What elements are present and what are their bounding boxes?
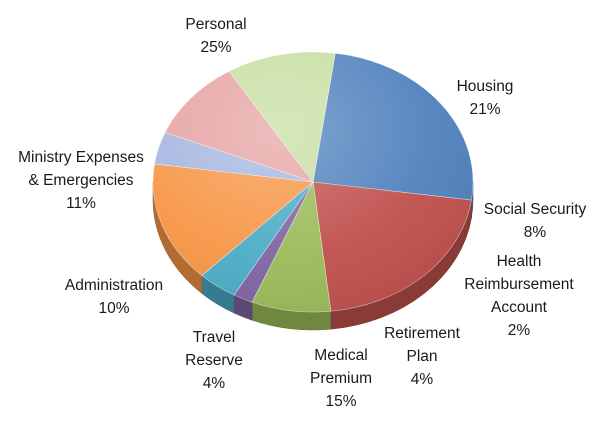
slice-name: Personal [185, 16, 246, 33]
slice-label-8: Ministry Expenses & Emergencies 11% [18, 149, 144, 212]
slice-name: Retirement [384, 325, 460, 342]
slice-percent: 11% [66, 195, 96, 212]
slice-name: Social Security [484, 201, 587, 218]
slice-name: Medical [314, 347, 367, 364]
slice-name: Travel [193, 329, 236, 346]
slice-percent: 10% [98, 300, 129, 317]
slice-name: Premium [310, 370, 372, 387]
slice-label-5: Medical Premium 15% [310, 347, 372, 410]
pie-labels: Personal 25% Housing 21% Social Security 8% He… [18, 16, 586, 410]
slice-label-0: Personal 25% [185, 16, 246, 56]
slice-name: Health [497, 253, 542, 270]
slice-name: Reimbursement [464, 276, 574, 293]
slice-label-7: Administration 10% [65, 277, 163, 317]
slice-name: Plan [406, 348, 437, 365]
slice-percent: 2% [508, 322, 531, 339]
slice-name: Reserve [185, 352, 243, 369]
slice-label-6: Travel Reserve 4% [185, 329, 243, 392]
slice-label-4: Retirement Plan 4% [384, 325, 460, 388]
slice-percent: 4% [203, 375, 226, 392]
slice-name: Account [491, 299, 548, 316]
slice-label-1: Housing 21% [457, 78, 514, 118]
slice-name: & Emergencies [28, 172, 133, 189]
slice-percent: 21% [469, 101, 500, 118]
pie-gloss [153, 52, 473, 312]
slice-name: Administration [65, 277, 163, 294]
slice-name: Housing [457, 78, 514, 95]
slice-percent: 8% [524, 224, 547, 241]
slice-percent: 25% [200, 39, 231, 56]
slice-name: Ministry Expenses [18, 149, 144, 166]
slice-label-3: Health Reimbursement Account 2% [464, 253, 574, 339]
slice-percent: 15% [325, 393, 356, 410]
slice-percent: 4% [411, 371, 434, 388]
slice-label-2: Social Security 8% [484, 201, 587, 241]
pie-sheen [153, 52, 473, 312]
